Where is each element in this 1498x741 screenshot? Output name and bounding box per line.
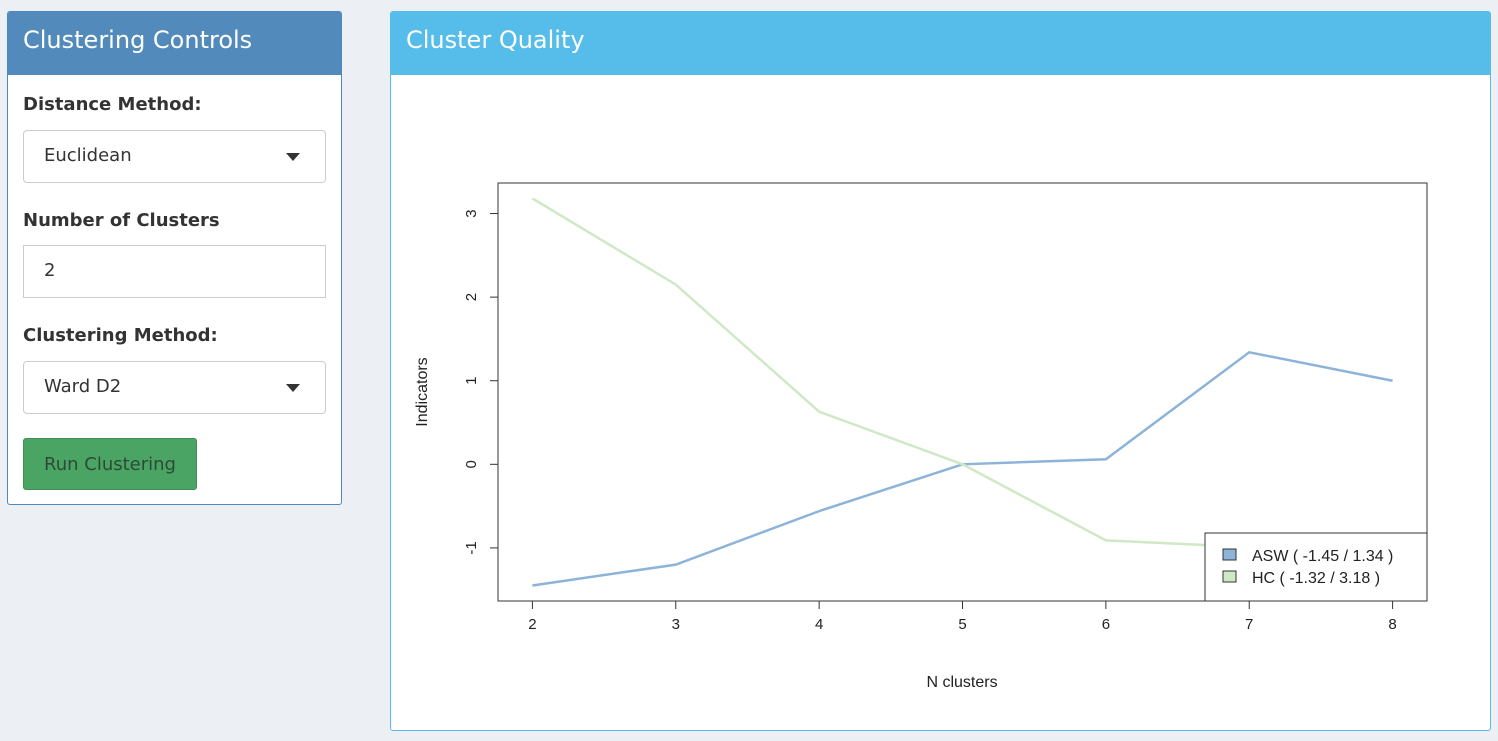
legend-label-asw: ASW ( -1.45 / 1.34 ) <box>1252 548 1393 565</box>
clustering-method-label: Clustering Method: <box>23 325 218 346</box>
legend: ASW ( -1.45 / 1.34 ) HC ( -1.32 / 3.18 ) <box>1204 532 1428 602</box>
panel-title: Cluster Quality <box>391 12 1490 75</box>
cluster-quality-panel: Cluster Quality 2 3 4 5 6 7 8 -1 0 1 2 3 N clusters… <box>390 11 1491 731</box>
clustering-method-value: Ward D2 <box>44 376 122 397</box>
number-of-clusters-input[interactable]: 2 <box>23 245 326 298</box>
clustering-controls-panel: Clustering Controls Distance Method: Euc… <box>7 11 342 505</box>
x-tick-label: 3 <box>672 616 680 633</box>
number-of-clusters-value: 2 <box>44 260 56 281</box>
y-tick-label: 1 <box>463 377 480 385</box>
legend-swatch-hc <box>1222 570 1237 583</box>
panel-title: Clustering Controls <box>8 12 341 75</box>
run-clustering-button[interactable]: Run Clustering <box>23 438 197 490</box>
number-of-clusters-label: Number of Clusters <box>23 210 220 231</box>
x-tick-label: 7 <box>1245 616 1253 633</box>
x-tick-label: 8 <box>1388 616 1396 633</box>
y-tick-label: 3 <box>463 209 480 217</box>
x-tick-label: 6 <box>1102 616 1110 633</box>
legend-label-hc: HC ( -1.32 / 3.18 ) <box>1252 570 1380 587</box>
distance-method-select[interactable]: Euclidean <box>23 130 326 183</box>
legend-swatch-asw <box>1222 548 1237 561</box>
x-axis-label: N clusters <box>926 674 997 691</box>
x-tick-label: 4 <box>815 616 823 633</box>
x-tick-label: 5 <box>958 616 966 633</box>
chevron-down-icon <box>286 384 300 392</box>
chevron-down-icon <box>286 153 300 161</box>
cluster-quality-chart: 2 3 4 5 6 7 8 -1 0 1 2 3 N clusters Indicators ASW … <box>414 182 1428 691</box>
clustering-method-select[interactable]: Ward D2 <box>23 361 326 414</box>
y-tick-label: -1 <box>463 541 480 554</box>
series-line-hc <box>531 197 1393 576</box>
y-axis-label: Indicators <box>414 357 431 426</box>
x-tick-label: 2 <box>528 616 536 633</box>
y-tick-label: 2 <box>463 293 480 301</box>
distance-method-label: Distance Method: <box>23 94 202 115</box>
plot-frame <box>497 182 1428 602</box>
y-tick-label: 0 <box>463 460 480 468</box>
legend-box <box>1204 532 1428 602</box>
distance-method-value: Euclidean <box>44 145 132 166</box>
